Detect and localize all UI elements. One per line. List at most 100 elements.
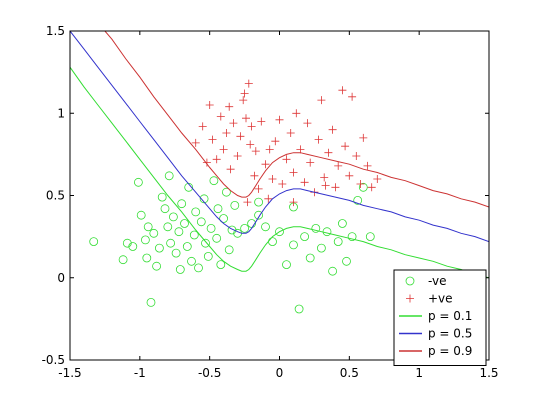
positive-point (286, 129, 295, 137)
negative-point (196, 217, 206, 227)
positive-point (212, 155, 221, 164)
negative-point (358, 182, 368, 192)
positive-point (242, 114, 250, 123)
legend-label-ve: -ve (428, 274, 447, 288)
negative-point (213, 204, 223, 214)
negative-point (191, 207, 201, 217)
positive-point (265, 145, 274, 154)
negative-point (142, 253, 152, 263)
positive-point (278, 180, 287, 188)
positive-point (352, 152, 361, 160)
negative-point (118, 255, 128, 265)
negative-point (163, 222, 173, 232)
negative-point (174, 227, 184, 237)
negative-point (189, 230, 199, 240)
x-tick-label: -1.5 (58, 366, 81, 380)
negative-point (224, 245, 234, 255)
negative-point (261, 222, 270, 232)
positive-point (271, 137, 280, 146)
plot-data-layer (70, 31, 489, 314)
negative-point (337, 219, 347, 228)
legend-label-p-0-1: p = 0.1 (428, 309, 472, 323)
negative-point (146, 297, 156, 307)
negative-point (203, 251, 213, 261)
positive-point (243, 198, 252, 207)
positive-point (367, 183, 376, 192)
negative-point (227, 225, 237, 235)
positive-point (282, 155, 291, 164)
positive-point (261, 160, 270, 169)
negative-point (230, 200, 240, 210)
negative-point (175, 265, 185, 274)
positive-point (292, 109, 301, 118)
negative-point (219, 214, 229, 223)
positive-point (300, 178, 309, 187)
negative-point (143, 222, 153, 232)
negative-point (160, 204, 170, 214)
negative-point (240, 223, 250, 233)
x-tick-label: -1 (134, 366, 146, 380)
negative-point (164, 171, 174, 181)
y-tick-label: 0.5 (46, 189, 65, 203)
y-tick-label: 0 (57, 271, 65, 285)
positive-point (317, 96, 326, 105)
negative-point (275, 227, 284, 237)
series-line-p-0-5 (70, 31, 489, 243)
negative-point (347, 232, 357, 242)
positive-point (191, 138, 200, 147)
negative-point (353, 195, 363, 205)
positive-point (296, 145, 305, 154)
positive-point (246, 140, 255, 149)
negative-point (149, 228, 159, 238)
positive-point (247, 122, 256, 131)
positive-point (229, 119, 238, 128)
positive-point (219, 145, 228, 154)
positive-point (202, 158, 211, 167)
positive-point (236, 132, 245, 141)
positive-point (356, 180, 365, 188)
negative-point (182, 242, 192, 251)
positive-point (250, 171, 259, 180)
positive-point (268, 175, 277, 183)
negative-point (201, 238, 210, 248)
positive-point (328, 125, 337, 134)
negative-point (136, 210, 146, 220)
positive-point (240, 89, 249, 98)
negative-point (168, 212, 178, 222)
series-line-p-0-9 (104, 31, 489, 208)
negative-point (180, 219, 189, 228)
positive-point (233, 152, 242, 160)
positive-point (225, 102, 234, 111)
negative-point (254, 210, 264, 220)
legend-label-p-0-5: p = 0.5 (428, 327, 472, 341)
positive-point (373, 175, 382, 183)
negative-point (133, 177, 143, 187)
negative-point (365, 232, 375, 242)
negative-point (206, 223, 216, 233)
negative-point (311, 223, 321, 233)
negative-point (89, 237, 99, 247)
y-tick-label: -0.5 (42, 353, 65, 367)
positive-point (331, 183, 340, 192)
negative-point (128, 242, 138, 251)
positive-point (289, 168, 298, 177)
negative-point (166, 238, 176, 248)
negative-point (300, 232, 310, 242)
positive-point (338, 86, 347, 95)
negative-point (305, 253, 315, 263)
negative-point (282, 260, 291, 270)
positive-point (251, 147, 260, 156)
positive-point (363, 161, 372, 170)
positive-point (334, 161, 343, 170)
negative-point (152, 261, 162, 271)
legend-swatch-positive (406, 294, 414, 303)
positive-point (345, 171, 354, 180)
positive-point (222, 129, 231, 137)
y-tick-label: 1 (57, 106, 65, 120)
positive-point (359, 133, 368, 142)
x-tick-label: 1.5 (479, 366, 498, 380)
legend-swatch-negative (405, 276, 415, 286)
x-tick-label: 0 (276, 366, 284, 380)
negative-point (177, 199, 187, 209)
negative-point (316, 243, 326, 253)
